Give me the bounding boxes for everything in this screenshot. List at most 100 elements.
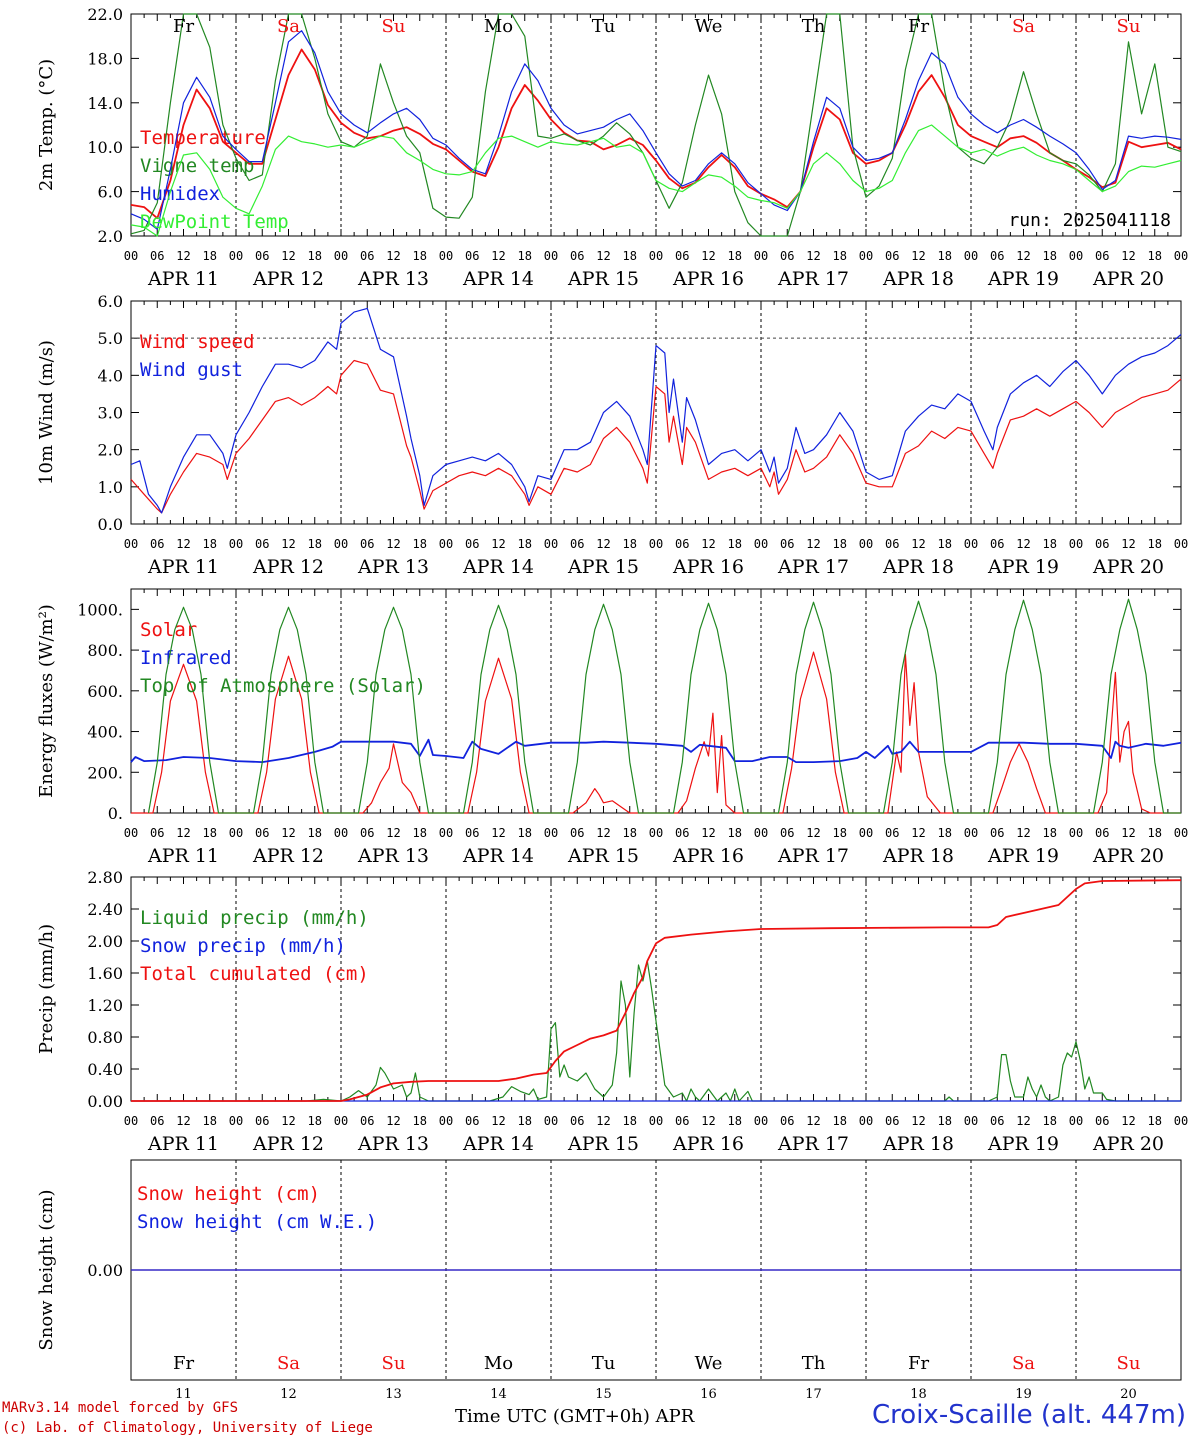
y-tick-label: 3.0: [98, 404, 123, 423]
series-line: [131, 879, 1182, 1102]
x-hour-label: 12: [911, 826, 925, 840]
y-tick-label: 400.: [87, 723, 123, 742]
x-hour-label: 06: [255, 537, 269, 551]
series-line: [130, 48, 1182, 220]
x-axis-title-text: Time UTC (GMT+0h): [455, 1406, 650, 1427]
run-annotation: run: 2025041118: [1008, 210, 1171, 231]
x-hour-label: 00: [649, 1114, 663, 1128]
x-date-label: APR 16: [672, 845, 744, 867]
x-date-label: APR 19: [987, 1133, 1059, 1155]
x-date-label: APR 13: [357, 845, 429, 867]
x-hour-label: 18: [203, 826, 217, 840]
x-hour-label: 12: [386, 1114, 400, 1128]
x-hour-label: 00: [1174, 537, 1188, 551]
x-date-label: APR 17: [777, 268, 849, 290]
x-hour-label: 12: [701, 826, 715, 840]
y-tick-label: 4.0: [98, 366, 123, 385]
y-tick-label: 1.60: [87, 964, 123, 983]
day-number-label: 16: [700, 1387, 717, 1402]
y-tick-label: 5.0: [98, 329, 123, 348]
y-tick-label: 6.0: [98, 292, 123, 311]
x-hour-label: 00: [439, 249, 453, 263]
x-hour-label: 12: [1121, 537, 1135, 551]
x-date-label: APR 12: [252, 1133, 324, 1155]
x-hour-label: 06: [255, 1114, 269, 1128]
x-hour-label: 00: [124, 826, 138, 840]
x-hour-label: 06: [150, 1114, 164, 1128]
x-hour-label: 18: [623, 1114, 637, 1128]
x-hour-label: 00: [124, 537, 138, 551]
x-hour-label: 00: [859, 537, 873, 551]
x-hour-label: 00: [124, 249, 138, 263]
x-hour-label: 12: [386, 249, 400, 263]
weekday-label: Tu: [592, 16, 616, 37]
x-hour-label: 12: [491, 537, 505, 551]
x-hour-label: 18: [1148, 826, 1162, 840]
x-hour-label: 00: [859, 249, 873, 263]
x-hour-label: 00: [1069, 826, 1083, 840]
weekday-label: Su: [1117, 16, 1141, 37]
x-axis-title: Time UTC (GMT+0h) APR: [455, 1406, 694, 1427]
x-hour-label: 12: [176, 826, 190, 840]
x-hour-label: 06: [150, 826, 164, 840]
x-hour-label: 00: [544, 826, 558, 840]
series-line: [147, 598, 1181, 814]
day-number-label: 18: [910, 1387, 927, 1402]
x-date-label: APR 18: [882, 556, 954, 578]
x-hour-label: 12: [1016, 249, 1030, 263]
series-line: [131, 960, 1181, 1102]
x-hour-label: 18: [413, 1114, 427, 1128]
x-hour-label: 06: [1095, 249, 1109, 263]
x-hour-label: 12: [911, 1114, 925, 1128]
legend-entry: Snow precip (mm/h): [140, 935, 346, 957]
x-hour-label: 00: [334, 537, 348, 551]
x-hour-label: 12: [806, 537, 820, 551]
x-hour-label: 18: [728, 249, 742, 263]
x-date-label: APR 20: [1092, 1133, 1164, 1155]
x-hour-label: 18: [203, 537, 217, 551]
x-hour-label: 12: [911, 249, 925, 263]
x-hour-label: 00: [1174, 826, 1188, 840]
x-hour-label: 06: [885, 1114, 899, 1128]
x-date-label: APR 20: [1092, 845, 1164, 867]
weekday-label: Sa: [277, 16, 300, 37]
x-hour-label: 18: [308, 249, 322, 263]
y-tick-label: 0.40: [87, 1060, 123, 1079]
y-axis-label: Energy fluxes (W/m²): [36, 604, 57, 798]
x-hour-label: 06: [465, 1114, 479, 1128]
legend-entry: DewPoint Temp: [140, 211, 289, 233]
x-hour-label: 06: [150, 249, 164, 263]
x-hour-label: 06: [990, 249, 1004, 263]
x-hour-label: 18: [1148, 1114, 1162, 1128]
y-tick-label: 22.0: [87, 5, 123, 24]
x-hour-label: 00: [964, 537, 978, 551]
x-hour-label: 06: [885, 826, 899, 840]
x-hour-label: 18: [833, 1114, 847, 1128]
x-hour-label: 00: [754, 1114, 768, 1128]
weekday-label: Su: [382, 1353, 406, 1374]
y-tick-label: 0.0: [98, 515, 123, 534]
x-hour-label: 00: [439, 537, 453, 551]
day-number-label: 14: [490, 1387, 507, 1402]
x-hour-label: 18: [203, 249, 217, 263]
y-tick-label: 18.0: [87, 49, 123, 68]
x-hour-label: 12: [596, 537, 610, 551]
legend-entry: Wind speed: [140, 331, 254, 353]
legend-entry: Snow height (cm W.E.): [137, 1211, 377, 1233]
x-hour-label: 12: [1121, 249, 1135, 263]
x-hour-label: 12: [281, 1114, 295, 1128]
panel-frame: [130, 300, 1182, 525]
weekday-label: Tu: [592, 1353, 616, 1374]
x-axis-month: APR: [655, 1406, 695, 1427]
x-date-label: APR 20: [1092, 268, 1164, 290]
x-hour-label: 12: [491, 249, 505, 263]
x-hour-label: 18: [728, 826, 742, 840]
x-hour-label: 12: [386, 537, 400, 551]
weekday-label: We: [695, 1353, 723, 1374]
x-hour-label: 12: [806, 826, 820, 840]
x-hour-label: 06: [675, 537, 689, 551]
station-name: Croix-Scaille (alt. 447m): [872, 1400, 1186, 1430]
y-tick-label: 0.00: [87, 1261, 123, 1280]
x-date-label: APR 17: [777, 1133, 849, 1155]
x-date-label: APR 16: [672, 268, 744, 290]
